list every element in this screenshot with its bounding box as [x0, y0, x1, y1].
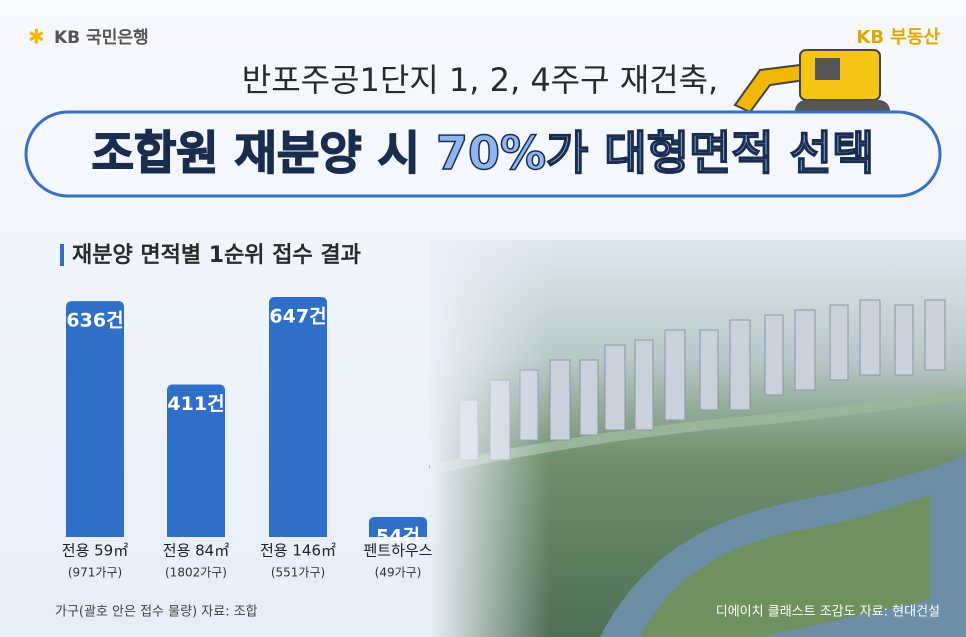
kb-logo: ✱ KB 국민은행 — [28, 25, 149, 49]
bar — [66, 301, 124, 537]
bar — [269, 297, 327, 537]
title-marker — [60, 244, 64, 266]
value-label: 411건 — [167, 393, 224, 415]
x-tick-note: (551가구) — [271, 566, 325, 580]
headline: 조합원 재분양 시 70%가 대형면적 선택 — [92, 126, 875, 180]
x-tick-label: 펜트하우스 — [363, 542, 432, 560]
brand-right: KB 부동산 — [856, 27, 940, 48]
x-tick-note: (49가구) — [375, 566, 422, 580]
source-left: 가구(괄호 안은 접수 물량) 자료: 조합 — [55, 605, 258, 620]
value-label: 647건 — [269, 306, 326, 328]
x-tick-note: (1802가구) — [165, 566, 227, 580]
x-tick-label: 전용 84㎡ — [163, 542, 229, 560]
aerial-photo — [428, 240, 966, 637]
subtitle: 반포주공1단지 1, 2, 4주구 재건축, — [242, 61, 718, 99]
bar — [369, 516, 427, 537]
value-label: 636건 — [66, 310, 123, 332]
value-label: 54건 — [376, 525, 420, 547]
x-tick-label: 전용 146㎡ — [260, 542, 336, 560]
chart-title: 재분양 면적별 1순위 접수 결과 — [72, 243, 361, 268]
headline-box — [24, 110, 942, 198]
x-tick-note: (971가구) — [68, 566, 122, 580]
headline-part: 조합원 재분양 시 — [92, 126, 420, 180]
bar — [167, 384, 225, 537]
headline-highlight: 70%가 대형면적 선택 — [436, 126, 874, 180]
brand-left: KB 국민은행 — [54, 28, 149, 48]
source-right: 디에이치 클래스트 조감도 자료: 현대건설 — [716, 605, 940, 620]
x-tick-label: 전용 59㎡ — [62, 542, 128, 560]
svg-text:✱: ✱ — [28, 25, 45, 49]
